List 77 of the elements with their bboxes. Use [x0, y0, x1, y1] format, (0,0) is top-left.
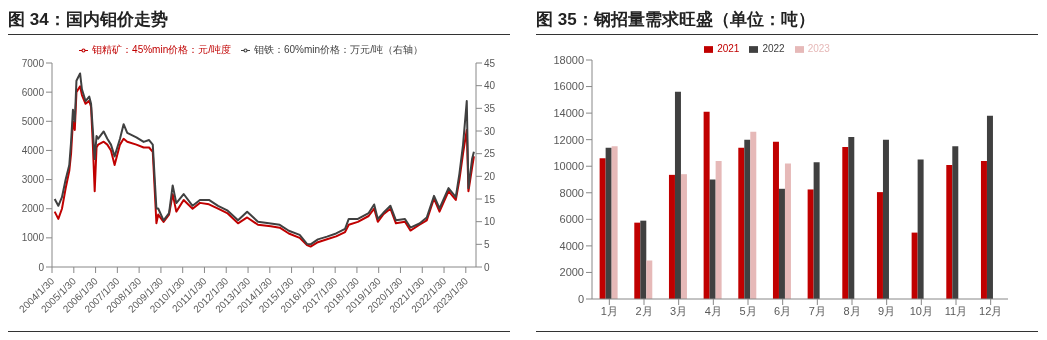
bar — [917, 159, 924, 299]
legend-label: 2023 — [807, 43, 830, 54]
y-tick-label: 16000 — [553, 80, 584, 93]
bar — [668, 174, 675, 299]
bar — [680, 174, 687, 299]
y-tick-label: 2000 — [21, 203, 45, 215]
bar — [738, 147, 745, 299]
bar — [634, 222, 641, 299]
bar — [882, 139, 889, 299]
legend-label: 2022 — [762, 43, 785, 54]
y-tick-label: 6000 — [559, 213, 584, 226]
bar — [674, 91, 681, 299]
x-tick-label: 1月 — [600, 304, 618, 317]
y2-tick-label: 5 — [484, 238, 490, 250]
x-tick-label: 9月 — [878, 304, 896, 317]
bar — [605, 147, 612, 299]
bar — [980, 160, 987, 299]
y2-tick-label: 25 — [484, 148, 496, 160]
y-tick-label: 14000 — [553, 107, 584, 120]
x-tick-label: 12月 — [979, 304, 1003, 317]
y-tick-label: 6000 — [21, 86, 45, 98]
bar — [772, 141, 779, 299]
x-tick-label: 7月 — [808, 304, 826, 317]
bar — [946, 164, 953, 299]
y-tick-label: 4000 — [559, 239, 584, 252]
bar — [952, 146, 959, 299]
bar — [611, 146, 618, 299]
y2-tick-label: 35 — [484, 102, 496, 114]
bar — [750, 131, 757, 299]
y-tick-label: 3000 — [21, 174, 45, 186]
x-tick-label: 11月 — [944, 304, 968, 317]
y-tick-label: 8000 — [559, 186, 584, 199]
x-tick-label: 5月 — [739, 304, 757, 317]
bar — [876, 192, 883, 299]
legend-label: 钼精矿：45%min价格：元/吨度 — [92, 44, 231, 55]
bar — [784, 163, 791, 299]
bar — [986, 115, 993, 299]
x-tick-label: 8月 — [843, 304, 861, 317]
bar — [911, 232, 918, 299]
y-tick-label: 0 — [38, 261, 45, 273]
y2-tick-label: 0 — [484, 261, 490, 273]
x-tick-label: 10月 — [909, 304, 933, 317]
y2-tick-label: 40 — [484, 80, 496, 92]
y2-tick-label: 10 — [484, 216, 496, 228]
bar — [646, 260, 653, 299]
chart-title: 图 35：钢招量需求旺盛（单位：吨） — [536, 8, 1038, 35]
bar — [715, 160, 722, 299]
chart-title: 图 34：国内钼价走势 — [8, 8, 510, 35]
bar — [807, 189, 814, 299]
x-tick-label: 2月 — [635, 304, 653, 317]
y-tick-label: 5000 — [21, 115, 45, 127]
y-tick-label: 12000 — [553, 133, 584, 146]
bar — [703, 111, 710, 299]
bar — [842, 146, 849, 299]
bar — [599, 158, 606, 299]
y-tick-label: 0 — [577, 292, 584, 305]
x-tick-label: 4月 — [704, 304, 722, 317]
y-tick-label: 1000 — [21, 232, 45, 244]
legend-label: 2021 — [717, 43, 740, 54]
y2-tick-label: 20 — [484, 170, 496, 182]
y2-tick-label: 15 — [484, 193, 496, 205]
x-tick-label: 6月 — [774, 304, 792, 317]
bar — [848, 137, 855, 299]
bar — [778, 188, 785, 299]
y-tick-label: 4000 — [21, 144, 45, 156]
y-tick-label: 10000 — [553, 160, 584, 173]
bar — [640, 220, 647, 299]
y-tick-label: 2000 — [559, 266, 584, 279]
y2-tick-label: 30 — [484, 125, 496, 137]
y2-tick-label: 45 — [484, 57, 496, 69]
bar — [709, 179, 716, 299]
legend-label: 钼铁：60%min价格：万元/吨（右轴） — [254, 44, 423, 55]
y-tick-label: 18000 — [553, 53, 584, 66]
y-tick-label: 7000 — [21, 57, 45, 69]
x-tick-label: 3月 — [670, 304, 688, 317]
bar — [813, 162, 820, 299]
bar — [744, 139, 751, 299]
